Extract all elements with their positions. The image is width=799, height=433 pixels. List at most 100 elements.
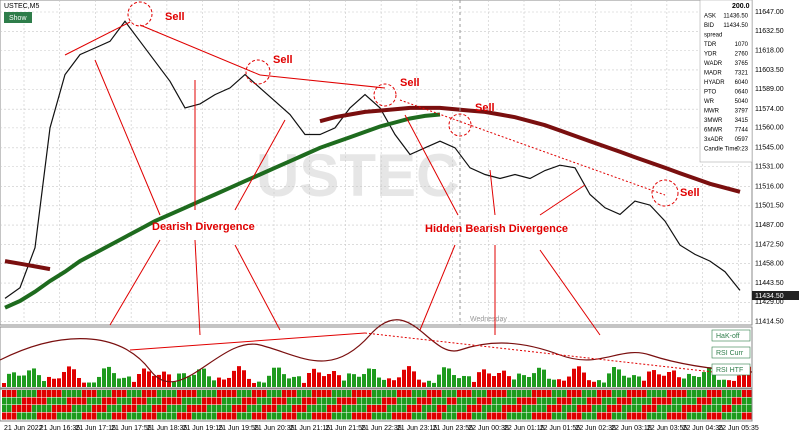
heat-cell: [142, 397, 147, 405]
heat-cell: [647, 405, 652, 412]
heat-cell: [437, 405, 442, 412]
heat-cell: [437, 390, 442, 397]
heat-cell: [22, 390, 27, 397]
heat-cell: [727, 390, 732, 397]
osc-bar: [102, 368, 106, 387]
heat-cell: [97, 390, 102, 397]
y-tick-label: 11472.50: [755, 241, 784, 248]
heat-cell: [352, 405, 357, 412]
heat-cell: [372, 397, 377, 405]
heat-cell: [467, 405, 472, 412]
heat-cell: [722, 412, 727, 420]
day-label: Wednesday: [470, 316, 507, 323]
x-tick-label: 21 Jun 19:55: [218, 425, 259, 432]
osc-bar: [667, 371, 671, 387]
heat-cell: [102, 390, 107, 397]
y-tick-label: 11603.50: [755, 67, 784, 74]
x-tick-label: 22 Jun 03:15: [611, 425, 652, 432]
heat-cell: [122, 390, 127, 397]
heat-cell: [712, 412, 717, 420]
heat-cell: [72, 397, 77, 405]
heat-cell: [247, 412, 252, 420]
heat-cell: [277, 390, 282, 397]
heat-cell: [657, 390, 662, 397]
heat-cell: [432, 397, 437, 405]
osc-bar: [442, 367, 446, 387]
heat-cell: [357, 390, 362, 397]
heat-cell: [597, 390, 602, 397]
show-button[interactable]: [4, 12, 32, 23]
heat-cell: [207, 405, 212, 412]
heat-cell: [252, 390, 257, 397]
osc-bar: [207, 376, 211, 387]
osc-bar: [377, 377, 381, 387]
heat-cell: [202, 397, 207, 405]
heat-cell: [692, 405, 697, 412]
heat-cell: [437, 397, 442, 405]
osc-bar: [672, 370, 676, 387]
osc-bar: [232, 370, 236, 387]
osc-bar: [27, 370, 31, 387]
heat-cell: [687, 405, 692, 412]
heat-cell: [22, 412, 27, 420]
sell-label: Sell: [165, 11, 185, 23]
heat-cell: [397, 405, 402, 412]
heat-cell: [172, 412, 177, 420]
heat-cell: [702, 412, 707, 420]
annotation-lines: [64, 1, 741, 376]
heat-cell: [322, 412, 327, 420]
heat-cell: [587, 405, 592, 412]
osc-bar: [742, 367, 746, 387]
heat-cell: [482, 390, 487, 397]
osc-bar: [187, 376, 191, 387]
symbol: USTEC,M5: [4, 3, 40, 10]
osc-bar: [17, 375, 21, 387]
y-tick-label: 11443.50: [755, 280, 784, 287]
osc-bar: [447, 368, 451, 387]
heat-cell: [192, 412, 197, 420]
heat-cell: [532, 412, 537, 420]
heat-cell: [397, 397, 402, 405]
heat-cell: [32, 390, 37, 397]
heat-cell: [342, 397, 347, 405]
heat-cell: [362, 390, 367, 397]
osc-bar: [37, 375, 41, 387]
heatmap: [2, 390, 752, 420]
osc-bar: [72, 369, 76, 387]
heat-cell: [227, 397, 232, 405]
heat-cell: [392, 397, 397, 405]
heat-cell: [77, 390, 82, 397]
osc-bar: [712, 370, 716, 387]
heat-cell: [37, 412, 42, 420]
osc-bar: [687, 373, 691, 387]
osc-bar: [332, 371, 336, 387]
heat-cell: [162, 397, 167, 405]
heat-cell: [482, 412, 487, 420]
heat-cell: [517, 412, 522, 420]
heat-cell: [397, 412, 402, 420]
heat-cell: [132, 412, 137, 420]
heat-cell: [12, 390, 17, 397]
heat-cell: [242, 405, 247, 412]
heat-cell: [302, 412, 307, 420]
heat-cell: [107, 412, 112, 420]
osc-bar: [307, 372, 311, 387]
divergence-label: Hidden Bearish Divergence: [425, 223, 568, 235]
heat-cell: [572, 397, 577, 405]
heat-cell: [292, 412, 297, 420]
y-tick-label: 11545.00: [755, 145, 784, 152]
y-tick-label: 11458.00: [755, 261, 784, 268]
sell-label: Sell: [273, 54, 293, 66]
heat-cell: [652, 390, 657, 397]
heat-cell: [722, 405, 727, 412]
heat-cell: [672, 412, 677, 420]
heat-cell: [707, 390, 712, 397]
osc-bar: [197, 369, 201, 387]
osc-bar: [137, 373, 141, 387]
heat-cell: [187, 397, 192, 405]
heat-cell: [247, 390, 252, 397]
heat-cell: [657, 412, 662, 420]
heat-cell: [557, 405, 562, 412]
show-button-label[interactable]: Show: [9, 15, 27, 22]
heat-cell: [692, 397, 697, 405]
